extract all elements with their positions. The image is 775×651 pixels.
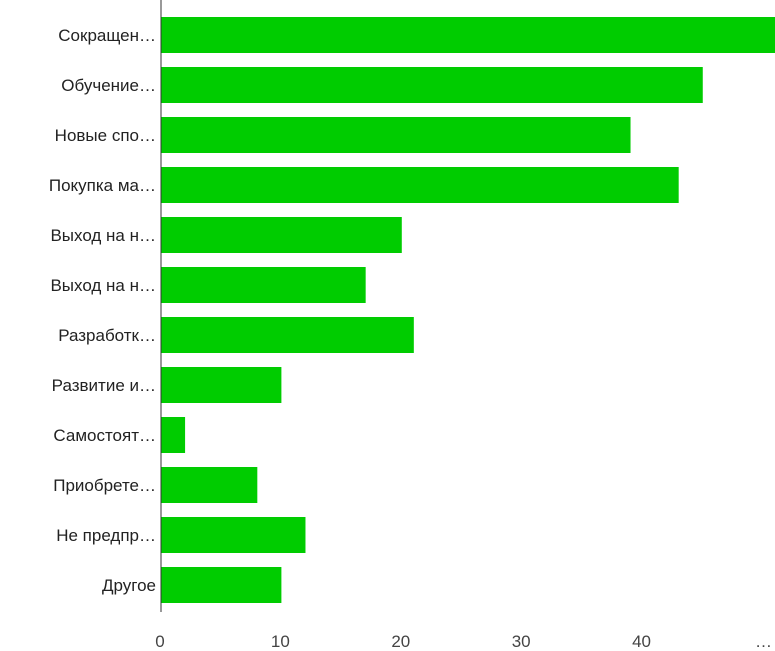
- category-labels-group: Сокращен… Обучение… Новые спо… Покупка ма… В…: [49, 26, 156, 595]
- bar: [161, 167, 679, 203]
- bar: [161, 217, 402, 253]
- bar: [161, 117, 631, 153]
- category-label: Сокращен…: [58, 26, 156, 45]
- bar: [161, 67, 703, 103]
- bar: [161, 517, 306, 553]
- category-label: Развитие и…: [52, 376, 156, 395]
- x-tick-label-overflow: …: [755, 632, 772, 651]
- category-label: Приобрете…: [53, 476, 156, 495]
- bars-group: [161, 17, 775, 603]
- bar: [161, 17, 775, 53]
- category-label: Разработк…: [58, 326, 156, 345]
- bar: [161, 417, 186, 453]
- x-tick-label: 20: [391, 632, 410, 651]
- bar: [161, 367, 282, 403]
- x-tick-label: 30: [512, 632, 531, 651]
- category-label: Обучение…: [61, 76, 156, 95]
- category-label: Не предпр…: [56, 526, 156, 545]
- bar: [161, 467, 258, 503]
- category-label: Самостоят…: [53, 426, 156, 445]
- category-label: Выход на н…: [50, 276, 156, 295]
- bar: [161, 317, 414, 353]
- x-tick-label: 0: [155, 632, 164, 651]
- category-label: Покупка ма…: [49, 176, 156, 195]
- category-label: Новые спо…: [55, 126, 156, 145]
- x-tick-label: 10: [271, 632, 290, 651]
- category-label: Выход на н…: [50, 226, 156, 245]
- bar: [161, 267, 366, 303]
- category-label: Другое: [102, 576, 156, 595]
- bar: [161, 567, 282, 603]
- x-tick-labels-group: 0 10 20 30 40 …: [155, 632, 772, 651]
- x-tick-label: 40: [632, 632, 651, 651]
